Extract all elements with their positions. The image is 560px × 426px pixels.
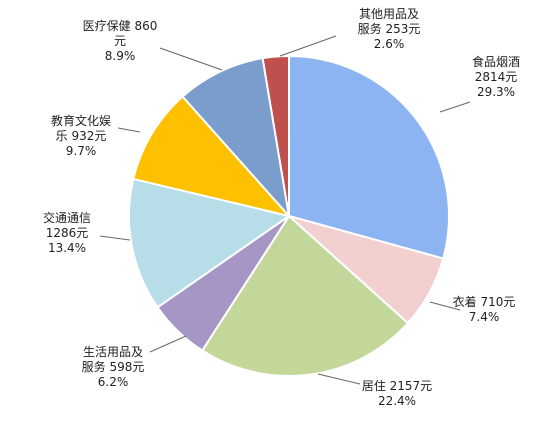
slice-label-3-line-1: 服务 598元 (82, 359, 145, 374)
slice-labels: 食品烟酒 2814元 29.3% 衣着 710元 7.4% 居住 2157元 22.4% 生活… (43, 7, 520, 408)
slice-label-4-line-1: 1286元 (46, 226, 89, 240)
slice-label-3-line-2: 6.2% (98, 375, 129, 389)
slice-label-1-line-1: 7.4% (469, 310, 500, 324)
pie-slice-5 (132, 95, 292, 218)
slice-label-0-line-0: 食品烟酒 (472, 54, 520, 69)
slice-label-2-line-1: 22.4% (378, 394, 416, 408)
slice-label-1: 衣着 710元 7.4% (453, 294, 516, 324)
slice-label-5: 教育文化娱乐 932元 9.7% (51, 113, 111, 158)
leader-line-6 (159, 47, 223, 71)
leader-line-5 (117, 127, 141, 133)
pie-slice-0 (288, 54, 450, 260)
leader-line-7 (279, 35, 337, 57)
pie-slice-4 (128, 177, 292, 309)
slice-label-2: 居住 2157元 22.4% (362, 379, 432, 408)
slice-label-4-line-0: 交通通信 (43, 210, 91, 225)
slice-label-6-line-1: 元 (114, 34, 126, 48)
slice-label-6: 医疗保健 860 元 8.9% (83, 19, 158, 63)
leader-line-0 (439, 101, 471, 113)
slice-label-6-line-0: 医疗保健 860 (83, 19, 158, 33)
slice-label-0: 食品烟酒 2814元 29.3% (472, 54, 520, 99)
leader-line-1 (429, 301, 461, 311)
leader-lines (99, 35, 471, 385)
slice-label-3-line-0: 生活用品及 (83, 345, 143, 359)
slice-label-0-line-2: 29.3% (477, 85, 515, 99)
slice-label-6-line-2: 8.9% (105, 49, 136, 63)
slice-label-3: 生活用品及服务 598元 6.2% (82, 345, 145, 389)
leader-line-2 (317, 373, 361, 385)
slice-label-2-line-0: 居住 2157元 (362, 379, 432, 393)
slice-label-7: 其他用品及服务 253元 2.6% (358, 7, 421, 51)
slice-label-1-line-0: 衣着 710元 (453, 294, 516, 309)
slice-label-4: 交通通信 1286元 13.4% (43, 210, 91, 255)
slice-label-5-line-1: 乐 932元 (56, 129, 107, 143)
slice-label-5-line-0: 教育文化娱 (51, 113, 111, 128)
slice-label-7-line-0: 其他用品及 (359, 7, 419, 21)
slice-label-4-line-2: 13.4% (48, 241, 86, 255)
pie-slice-2 (200, 214, 410, 378)
leader-line-3 (149, 335, 187, 353)
slice-label-5-line-2: 9.7% (66, 144, 97, 158)
slice-label-7-line-2: 2.6% (374, 37, 405, 51)
slice-label-7-line-1: 服务 253元 (358, 21, 421, 36)
pie-slices (128, 54, 450, 378)
pie-slice-7 (261, 54, 290, 217)
slice-label-0-line-1: 2814元 (475, 70, 518, 84)
leader-line-4 (99, 235, 131, 241)
pie-slice-6 (181, 57, 291, 220)
